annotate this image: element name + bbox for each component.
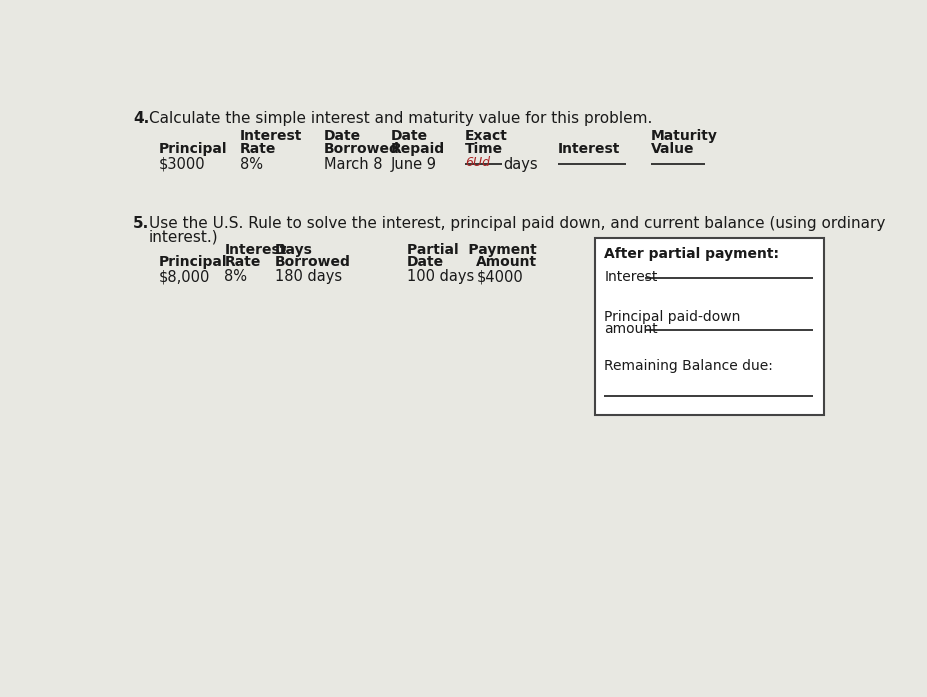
Text: Interest: Interest (603, 270, 657, 284)
Text: Interest: Interest (240, 129, 302, 143)
Text: Partial  Payment: Partial Payment (406, 243, 536, 257)
Text: Maturity: Maturity (650, 129, 717, 143)
Text: Use the U.S. Rule to solve the interest, principal paid down, and current balanc: Use the U.S. Rule to solve the interest,… (148, 216, 884, 231)
Text: Exact: Exact (464, 129, 507, 143)
Text: 180 days: 180 days (274, 269, 342, 284)
Text: $8,000: $8,000 (159, 269, 210, 284)
Text: Principal: Principal (159, 255, 227, 269)
Text: Rate: Rate (224, 255, 260, 269)
Text: amount: amount (603, 322, 657, 337)
Text: Interest: Interest (557, 142, 619, 156)
Text: Value: Value (650, 142, 693, 156)
Text: Repaid: Repaid (390, 142, 445, 156)
Text: Borrowed: Borrowed (324, 142, 400, 156)
Text: Calculate the simple interest and maturity value for this problem.: Calculate the simple interest and maturi… (148, 111, 652, 125)
Text: Borrowed: Borrowed (274, 255, 350, 269)
Text: Remaining Balance due:: Remaining Balance due: (603, 359, 772, 374)
Text: 4.: 4. (133, 111, 149, 125)
Text: Principal paid-down: Principal paid-down (603, 310, 740, 324)
Text: June 9: June 9 (390, 157, 437, 171)
Text: Interest: Interest (224, 243, 286, 257)
Text: 100 days: 100 days (406, 269, 474, 284)
Text: $4000: $4000 (476, 269, 523, 284)
Bar (594, 238, 823, 415)
Text: interest.): interest.) (148, 229, 218, 244)
Text: 6Ud: 6Ud (464, 156, 489, 169)
Text: 8%: 8% (240, 157, 262, 171)
Text: Date: Date (406, 255, 443, 269)
Text: Date: Date (390, 129, 427, 143)
Text: March 8: March 8 (324, 157, 382, 171)
Text: 5.: 5. (133, 216, 149, 231)
Text: 8%: 8% (224, 269, 248, 284)
Text: Date: Date (324, 129, 361, 143)
Text: Rate: Rate (240, 142, 276, 156)
Text: Time: Time (464, 142, 502, 156)
Text: Days: Days (274, 243, 312, 257)
Text: Amount: Amount (476, 255, 537, 269)
Text: days: days (503, 157, 538, 171)
Text: After partial payment:: After partial payment: (603, 247, 779, 261)
Text: Principal: Principal (159, 142, 227, 156)
Text: $3000: $3000 (159, 157, 205, 171)
